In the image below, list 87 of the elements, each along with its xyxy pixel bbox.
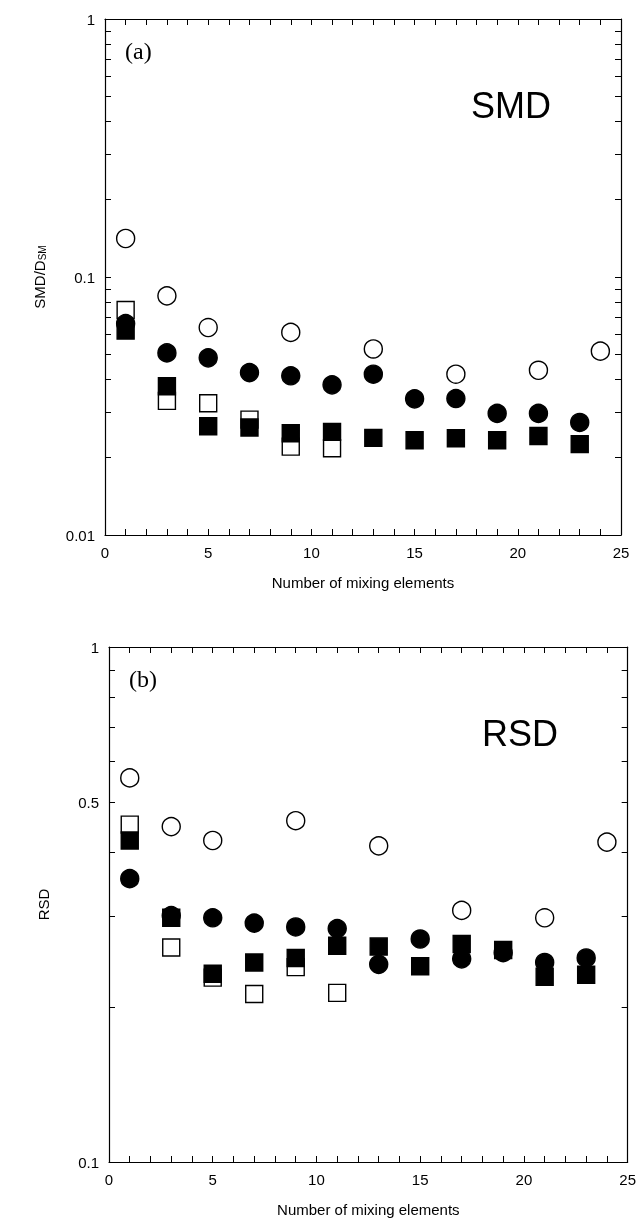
x-tick-label: 10 [303,544,320,561]
point [487,403,507,424]
point [369,954,389,975]
point [529,426,548,446]
point [528,360,549,380]
y-axis-title: RSD [35,888,52,921]
point [286,810,306,831]
point [157,377,177,396]
point [405,431,424,450]
point [245,953,264,972]
x-axis-title: Number of mixing elements [277,1201,460,1218]
point [528,403,549,424]
point [161,816,181,837]
point [363,339,384,359]
point [576,965,596,984]
x-tick-label: 25 [619,1171,636,1188]
point [452,934,471,954]
point [116,321,135,340]
point [120,831,139,850]
point [446,364,466,384]
point [286,917,306,937]
point [162,938,181,957]
point [535,967,554,986]
point [576,948,596,968]
y-tick-label: 0.1 [74,268,95,286]
point [198,317,218,338]
point [199,417,218,436]
x-tick-label: 0 [104,1171,114,1188]
point [203,830,223,851]
point [327,918,347,939]
y-axis-title: SMD/DSM [31,245,48,309]
point [363,364,384,384]
x-tick-label: 5 [204,544,213,561]
point [198,348,218,368]
point [487,431,507,450]
point [410,929,430,949]
point [446,429,466,448]
point [328,983,347,1003]
point [446,388,466,409]
point [369,836,389,856]
point [157,343,177,363]
point [244,913,264,933]
point [120,768,140,788]
point [199,394,218,413]
x-tick-label: 5 [208,1171,217,1188]
annotation: (a) [125,38,152,64]
annotation: SMD [471,84,551,126]
x-tick-label: 25 [612,544,630,561]
annotation: (b) [129,666,157,692]
point [597,832,617,852]
y-tick-label: 0.5 [78,793,99,811]
annotation: RSD [481,712,559,754]
point [590,341,611,361]
point [281,366,301,386]
point [281,424,300,443]
point [203,964,222,983]
point [570,412,590,433]
y-tick-label: 0.1 [78,1153,99,1171]
x-tick-label: 20 [515,1171,533,1188]
x-axis-title: Number of mixing elements [271,574,455,591]
point [328,936,347,955]
point [245,984,264,1004]
point [203,908,223,928]
point [322,375,342,395]
point [281,322,301,343]
point [452,900,472,921]
point [322,422,342,442]
x-tick-label: 15 [411,1171,429,1188]
y-tick-label: 1 [86,10,95,28]
point [120,868,140,889]
x-tick-label: 0 [100,544,110,561]
x-tick-label: 15 [406,544,423,561]
y-tick-label: 1 [90,638,99,656]
point [534,908,555,928]
y-tick-label: 0.01 [65,526,95,544]
point [364,428,383,448]
point [157,286,177,306]
point [410,956,430,976]
point [404,389,425,409]
point [286,948,305,968]
point [239,362,260,383]
x-tick-label: 20 [509,544,527,561]
point [570,434,589,454]
point [369,937,388,956]
point [115,228,136,249]
x-tick-label: 10 [308,1171,325,1188]
point [240,418,259,437]
